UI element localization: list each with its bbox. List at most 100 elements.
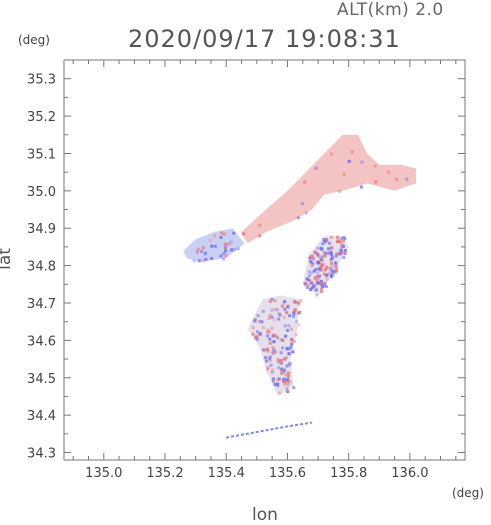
speckle	[266, 334, 270, 338]
speckle	[254, 335, 258, 339]
speckle	[330, 253, 334, 257]
y-tick-label: 35.3	[27, 73, 56, 88]
speckle	[275, 308, 279, 312]
speckle	[332, 265, 336, 268]
speckle	[297, 302, 301, 306]
speckle	[256, 314, 260, 318]
speckle	[273, 334, 277, 338]
speckle	[258, 332, 262, 336]
speckle	[319, 258, 323, 262]
speckle	[289, 345, 293, 349]
speckle	[374, 180, 378, 184]
speckle	[233, 248, 237, 252]
speckle	[282, 357, 286, 361]
speckle	[286, 374, 290, 378]
speckle	[273, 299, 277, 303]
speckle	[283, 324, 287, 328]
speckle	[330, 256, 334, 260]
speckle	[316, 253, 320, 257]
y-tick-label: 34.4	[27, 409, 56, 424]
speckle	[315, 282, 318, 286]
speckle	[311, 257, 315, 261]
speckle	[292, 310, 296, 314]
speckle	[330, 262, 333, 265]
speckle	[299, 299, 303, 303]
axis-ticks	[64, 59, 465, 460]
speckle	[325, 265, 329, 269]
speckle	[212, 234, 216, 238]
speckle	[328, 241, 332, 245]
speckle	[293, 308, 297, 312]
speckle	[327, 247, 331, 251]
x-tick-label: 135.4	[208, 466, 245, 481]
speckle	[223, 245, 227, 249]
speckle	[266, 349, 270, 353]
speckle	[288, 362, 292, 366]
speckle	[319, 257, 322, 261]
speckle	[264, 356, 268, 360]
speckle	[307, 283, 311, 287]
speckle	[307, 270, 311, 274]
speckle	[350, 150, 354, 154]
speckle	[326, 251, 330, 255]
speckle	[270, 308, 274, 312]
speckle	[276, 384, 280, 388]
speckle	[323, 240, 327, 244]
speckle	[309, 260, 313, 264]
speckle	[213, 244, 217, 248]
speckle	[272, 318, 276, 322]
speckle	[334, 270, 338, 274]
speckle	[210, 244, 214, 248]
speckle	[251, 326, 255, 330]
speckle	[329, 250, 333, 254]
speckle	[321, 242, 325, 246]
speckle	[256, 330, 259, 334]
speckle	[338, 252, 342, 256]
speckle	[282, 315, 286, 319]
speckle	[258, 223, 262, 227]
speckle	[268, 357, 272, 361]
speckle	[227, 242, 231, 246]
speckle	[312, 269, 316, 273]
speckle	[282, 368, 286, 372]
speckle	[268, 313, 272, 317]
speckle	[251, 332, 255, 336]
speckle	[290, 342, 294, 346]
y-tick-label: 34.6	[27, 334, 56, 349]
speckle	[282, 302, 286, 306]
speckle	[329, 235, 333, 239]
speckle	[210, 257, 214, 260]
speckle	[220, 231, 223, 235]
speckle	[266, 328, 270, 332]
speckle	[270, 297, 274, 301]
y-tick-label: 34.9	[27, 222, 56, 237]
speckle	[314, 166, 318, 170]
speckle	[277, 391, 281, 395]
speckle	[326, 266, 330, 270]
speckle	[273, 383, 277, 386]
speckle	[320, 290, 324, 294]
speckle	[291, 350, 295, 354]
speckle	[267, 330, 271, 334]
speckle	[204, 257, 208, 261]
speckle	[261, 326, 265, 330]
speckle	[219, 254, 223, 258]
speckle	[315, 293, 319, 297]
speckle	[342, 239, 346, 243]
speckle	[272, 377, 275, 381]
speckle	[230, 248, 233, 252]
speckle	[319, 266, 323, 270]
speckle	[328, 271, 332, 275]
speckle	[219, 236, 223, 239]
speckle	[208, 238, 212, 242]
y-axis-unit: (deg)	[18, 33, 50, 47]
speckle	[342, 172, 346, 176]
speckle	[268, 300, 272, 303]
speckle	[320, 287, 323, 291]
speckle	[340, 246, 343, 250]
y-tick-label: 35.2	[27, 110, 56, 125]
speckle	[316, 246, 320, 250]
speckle	[322, 283, 326, 287]
speckle	[308, 255, 312, 259]
